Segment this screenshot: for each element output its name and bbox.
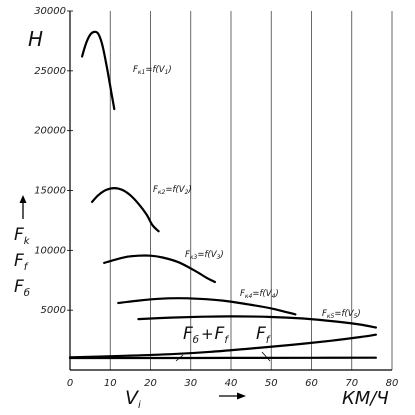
ff-label: Ff (256, 324, 271, 346)
series-label-3: Fк3=f(V3) (185, 250, 224, 261)
series-label-5: Fк5=f(V5) (322, 309, 361, 320)
x-tick-label: 60 (305, 378, 318, 389)
up-arrowhead-icon (19, 195, 27, 203)
y-tick-label: 30000 (34, 6, 66, 17)
svg-text:Ff: Ff (14, 251, 29, 273)
x-tick-label: 70 (345, 378, 358, 389)
tick-labels: 0 10 20 30 40 50 60 70 80 5000 10000 15000 20000 2500… (34, 6, 398, 389)
grid-lines (109, 11, 393, 370)
x-axis-label: Vi (125, 387, 141, 411)
y-tick-label: 10000 (34, 245, 66, 256)
series-line-5 (137, 315, 377, 329)
y-axis-label: H (28, 27, 43, 51)
force-stack-label: Fk Ff Fб (14, 195, 31, 299)
series-curves: Fк1=f(V1) Fк2=f(V2) Fк3=f(V3) Fк4=f(V4) Fк5=… (68, 30, 377, 360)
series-label-4: Fк4=f(V4) (240, 289, 279, 300)
x-tick-label: 0 (67, 378, 73, 389)
x-unit-label: КМ/Ч (342, 388, 389, 409)
svg-text:Fб: Fб (14, 277, 30, 299)
x-tick-label: 30 (184, 378, 197, 389)
y-tick-label: 5000 (41, 305, 66, 316)
series-line-1 (81, 30, 116, 111)
x-tick-label: 40 (225, 378, 238, 389)
series-line-3 (103, 254, 216, 284)
series-line-4 (117, 297, 297, 316)
x-tick-label: 20 (144, 378, 157, 389)
ff-leader (261, 351, 271, 362)
series-label-1: Fк1=f(V1) (133, 65, 172, 76)
series-line-2 (91, 187, 160, 233)
series-line-6 (68, 333, 377, 359)
y-tick-label: 15000 (34, 186, 66, 197)
fb-ff-label: Fб +Ff (183, 324, 229, 346)
fb-ff-leader (175, 354, 184, 362)
right-arrowhead-icon (237, 392, 246, 400)
y-tick-label: 20000 (34, 126, 66, 137)
svg-text:Fk: Fk (14, 225, 31, 247)
x-tick-label: 10 (104, 378, 117, 389)
series-label-2: Fк2=f(V2) (153, 185, 192, 196)
y-tick-label: 25000 (34, 66, 66, 77)
x-tick-label: 80 (386, 378, 399, 389)
x-tick-label: 50 (265, 378, 278, 389)
